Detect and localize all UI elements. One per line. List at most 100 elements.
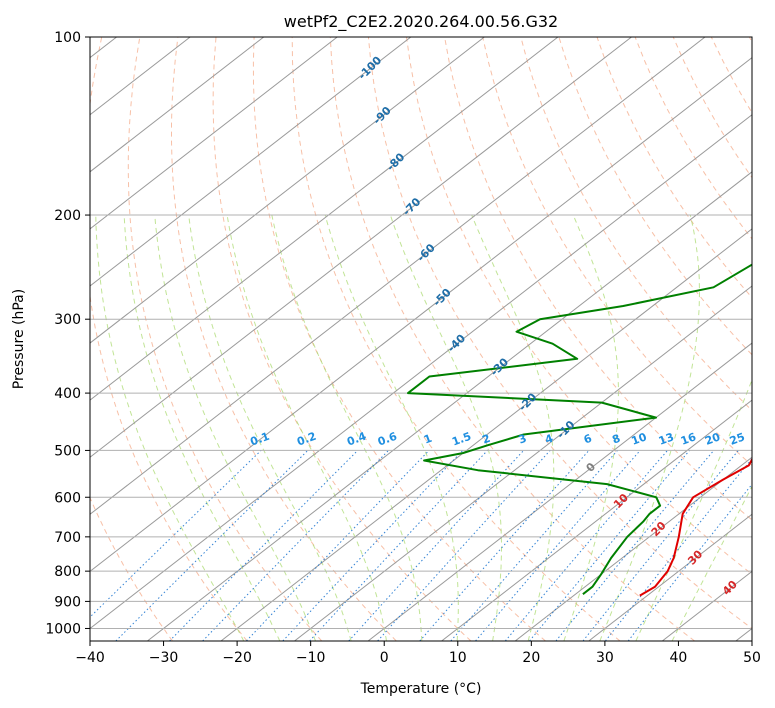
mixing-ratio-label: 1.5 (450, 430, 473, 449)
y-tick-label: 600 (54, 490, 81, 506)
dry-adiabat (710, 37, 752, 114)
dry-adiabat (291, 37, 621, 641)
isotherm-line (90, 37, 706, 515)
y-tick-label: 900 (54, 594, 81, 610)
mixing-ratio-label: 3 (517, 432, 529, 447)
x-tick-label: −10 (296, 650, 326, 666)
chart-title: wetPf2_C2E2.2020.264.00.56.G32 (284, 12, 558, 32)
x-tick-label: −20 (222, 650, 252, 666)
mixing-ratio-line (529, 450, 690, 641)
mixing-ratio-label: 4 (543, 432, 555, 447)
isotherm-label: -20 (516, 390, 539, 413)
y-tick-label: 700 (54, 530, 81, 546)
mixing-ratio-line (309, 450, 488, 641)
x-tick-label: −30 (149, 650, 179, 666)
y-tick-label: 100 (54, 30, 81, 46)
isotherm-line (514, 456, 752, 641)
isotherm-label: -100 (356, 53, 385, 82)
y-axis: 100 200 300 400 500 600 700 800 900 1000 (45, 30, 90, 637)
isotherm-label: -50 (431, 286, 454, 309)
pressure-grid (90, 36, 752, 629)
dry-adiabat (672, 37, 752, 179)
dry-adiabat (596, 37, 752, 299)
dry-adiabat (329, 37, 695, 641)
x-tick-label: 20 (522, 650, 540, 666)
dry-adiabat (482, 37, 752, 467)
dry-adiabat (90, 37, 248, 641)
isotherm-line (90, 37, 485, 344)
dry-adiabat (171, 37, 397, 641)
moist-adiabat (226, 214, 387, 641)
moist-adiabat (188, 214, 352, 641)
y-tick-label: 500 (54, 443, 81, 459)
mixing-ratio-line (419, 450, 590, 641)
mixing-ratio-label: 1 (422, 432, 434, 447)
mixing-ratio-line (504, 450, 668, 641)
moist-adiabat (389, 214, 502, 641)
isotherm-label: 10 (611, 491, 631, 511)
mixing-ratio-line (377, 450, 551, 641)
dewpoint-profile (407, 263, 752, 595)
dry-adiabat (212, 37, 472, 641)
isotherm-label: -30 (488, 355, 511, 378)
isotherm-line (294, 285, 752, 641)
isotherm-line (90, 37, 412, 287)
isotherm-label: -60 (414, 241, 437, 264)
dry-adiabat (90, 496, 173, 641)
x-tick-label: 40 (670, 650, 688, 666)
mixing-ratio-label: 0.1 (248, 430, 271, 449)
mixing-ratio-line (282, 450, 464, 641)
isotherm-line (90, 37, 559, 401)
dry-adiabat (367, 37, 752, 630)
isotherm-label: -10 (554, 418, 577, 441)
moist-adiabat (471, 214, 555, 641)
temperature-profile (639, 457, 752, 597)
x-tick-label: −40 (75, 650, 105, 666)
y-axis-label: Pressure (hPa) (11, 289, 27, 389)
isotherm-label: -90 (371, 104, 394, 127)
moist-adiabat (324, 214, 459, 641)
moist-adiabat (599, 214, 701, 641)
mixing-ratio-line (450, 450, 618, 641)
dry-adiabat (748, 37, 752, 44)
moist-adiabat (154, 214, 316, 641)
y-tick-label: 200 (54, 208, 81, 224)
mixing-ratio-label: 20 (703, 430, 722, 448)
mixing-ratio-line (246, 450, 430, 641)
mixing-ratio-line (582, 450, 739, 641)
isotherm-line (90, 37, 632, 458)
moist-adiabat (95, 214, 245, 641)
mixing-ratio-label: 0.4 (345, 430, 368, 449)
mixing-ratio-label: 10 (630, 430, 649, 448)
mixing-ratio-label: 0.2 (295, 430, 318, 449)
mixing-ratio-label: 16 (679, 430, 698, 448)
moist-adiabat (271, 214, 423, 641)
plot-frame (89, 36, 753, 642)
isotherm-line (90, 37, 265, 173)
dry-adiabat (558, 37, 752, 356)
x-axis: −40 −30 −20 −10 0 10 20 30 40 50 (75, 641, 761, 666)
mixing-ratio-label: 13 (657, 430, 676, 447)
isotherm-line (90, 37, 338, 230)
mixing-ratio-line (555, 450, 715, 641)
y-tick-label: 400 (54, 386, 81, 402)
x-tick-label: 10 (449, 650, 467, 666)
mixing-ratio-line (90, 450, 262, 618)
moist-adiabat (635, 378, 752, 641)
dry-adiabat (127, 37, 323, 641)
isotherm-label: 20 (649, 519, 669, 539)
mixing-ratio-line (605, 458, 752, 641)
mixing-ratio-label: 8 (611, 432, 623, 447)
background-lines (90, 37, 752, 641)
mixing-ratio-line (115, 450, 309, 641)
x-axis-label: Temperature (°C) (360, 681, 482, 697)
isotherm-line (735, 627, 752, 641)
mixing-ratio-label: 2 (481, 432, 493, 447)
y-tick-label: 300 (54, 312, 81, 328)
isotherm-line (367, 342, 752, 641)
isotherm-line (220, 228, 752, 641)
mixing-ratio-line (169, 450, 359, 641)
isotherm-line (90, 114, 752, 630)
y-tick-label: 1000 (45, 621, 81, 637)
